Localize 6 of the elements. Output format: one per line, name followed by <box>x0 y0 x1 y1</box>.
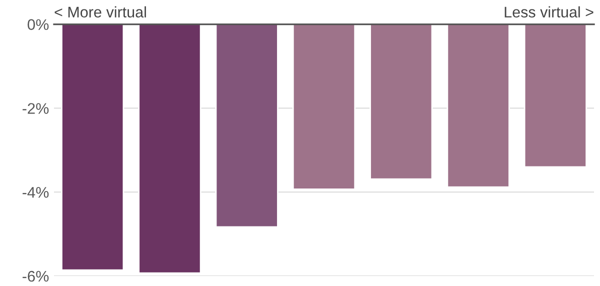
y-tick-label: -4% <box>22 187 49 198</box>
y-tick-label: 0% <box>28 19 49 30</box>
text: < More virtual <box>54 6 146 18</box>
y-tick-label: -6% <box>22 270 49 282</box>
y-tick-label: -2% <box>22 103 49 114</box>
text: Less virtual > <box>504 6 594 18</box>
